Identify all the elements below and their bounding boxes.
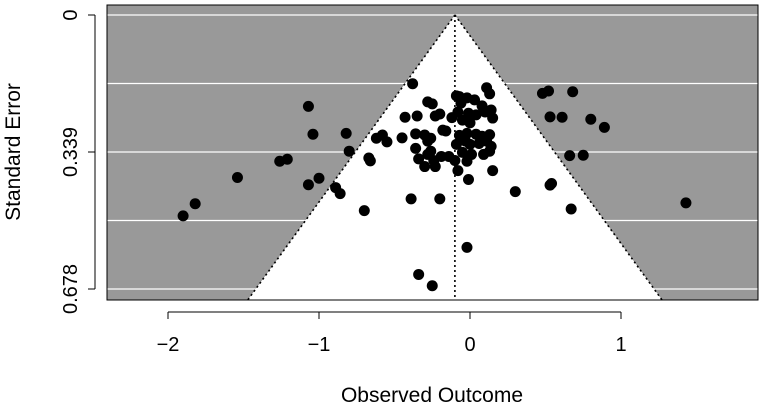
data-point — [231, 171, 243, 183]
data-point — [413, 153, 425, 165]
data-point — [452, 165, 464, 177]
data-point — [567, 86, 579, 98]
data-point — [464, 117, 476, 129]
data-point — [544, 179, 556, 191]
data-point — [456, 146, 468, 158]
data-point — [307, 128, 319, 140]
data-point — [399, 111, 411, 123]
data-point — [419, 161, 431, 173]
y-axis-title: Standard Error — [2, 83, 25, 221]
data-point — [396, 132, 408, 144]
data-point — [434, 193, 446, 205]
data-point — [302, 179, 314, 191]
x-tick-label: 0 — [464, 334, 475, 356]
data-point — [462, 173, 474, 185]
data-point — [410, 128, 422, 140]
data-point — [334, 188, 346, 200]
data-point — [461, 155, 473, 167]
data-point — [381, 136, 393, 148]
data-point — [429, 161, 441, 173]
data-point — [464, 138, 476, 150]
data-points — [177, 78, 692, 292]
data-point — [556, 111, 568, 123]
x-tick-label: −2 — [157, 334, 180, 356]
data-point — [449, 154, 461, 166]
data-point — [585, 113, 597, 125]
data-point — [302, 100, 314, 112]
data-point — [484, 145, 496, 157]
y-tick-label: 0 — [60, 9, 82, 20]
data-point — [564, 150, 576, 162]
y-tick-label: 0.678 — [60, 264, 82, 314]
data-point — [544, 111, 556, 123]
data-point — [177, 210, 189, 222]
data-point — [413, 268, 425, 280]
data-point — [426, 98, 438, 110]
data-point — [487, 165, 499, 177]
data-point — [469, 94, 481, 106]
data-point — [450, 138, 462, 150]
funnel-left-boundary — [247, 14, 456, 301]
data-point — [435, 150, 447, 162]
data-point — [281, 153, 293, 165]
data-point — [364, 155, 376, 167]
x-tick-label: 1 — [615, 334, 626, 356]
data-point — [452, 106, 464, 118]
y-tick-label: 0.339 — [60, 127, 82, 177]
funnel-right-boundary — [454, 14, 663, 301]
data-point — [189, 198, 201, 210]
data-point — [440, 125, 452, 137]
x-axis: −2 −1 0 1 — [157, 311, 627, 356]
data-point — [598, 121, 610, 133]
data-point — [411, 110, 423, 122]
data-point — [434, 108, 446, 120]
x-axis-title: Observed Outcome — [341, 384, 523, 407]
data-point — [509, 186, 521, 198]
data-point — [680, 197, 692, 209]
data-point — [340, 127, 352, 139]
x-tick-label: −1 — [308, 334, 331, 356]
data-point — [577, 149, 589, 161]
data-point — [461, 241, 473, 253]
data-point — [565, 203, 577, 215]
data-point — [422, 135, 434, 147]
data-point — [543, 85, 555, 97]
data-point — [484, 88, 496, 100]
data-point — [487, 112, 499, 124]
data-point — [358, 205, 370, 217]
y-axis: 0 0.339 0.678 — [60, 9, 96, 314]
plot-frame — [106, 4, 759, 301]
data-point — [405, 193, 417, 205]
data-point — [410, 142, 422, 154]
data-point — [343, 145, 355, 157]
data-point — [407, 78, 419, 90]
data-point — [470, 109, 482, 121]
data-point — [313, 172, 325, 184]
data-point — [426, 280, 438, 292]
